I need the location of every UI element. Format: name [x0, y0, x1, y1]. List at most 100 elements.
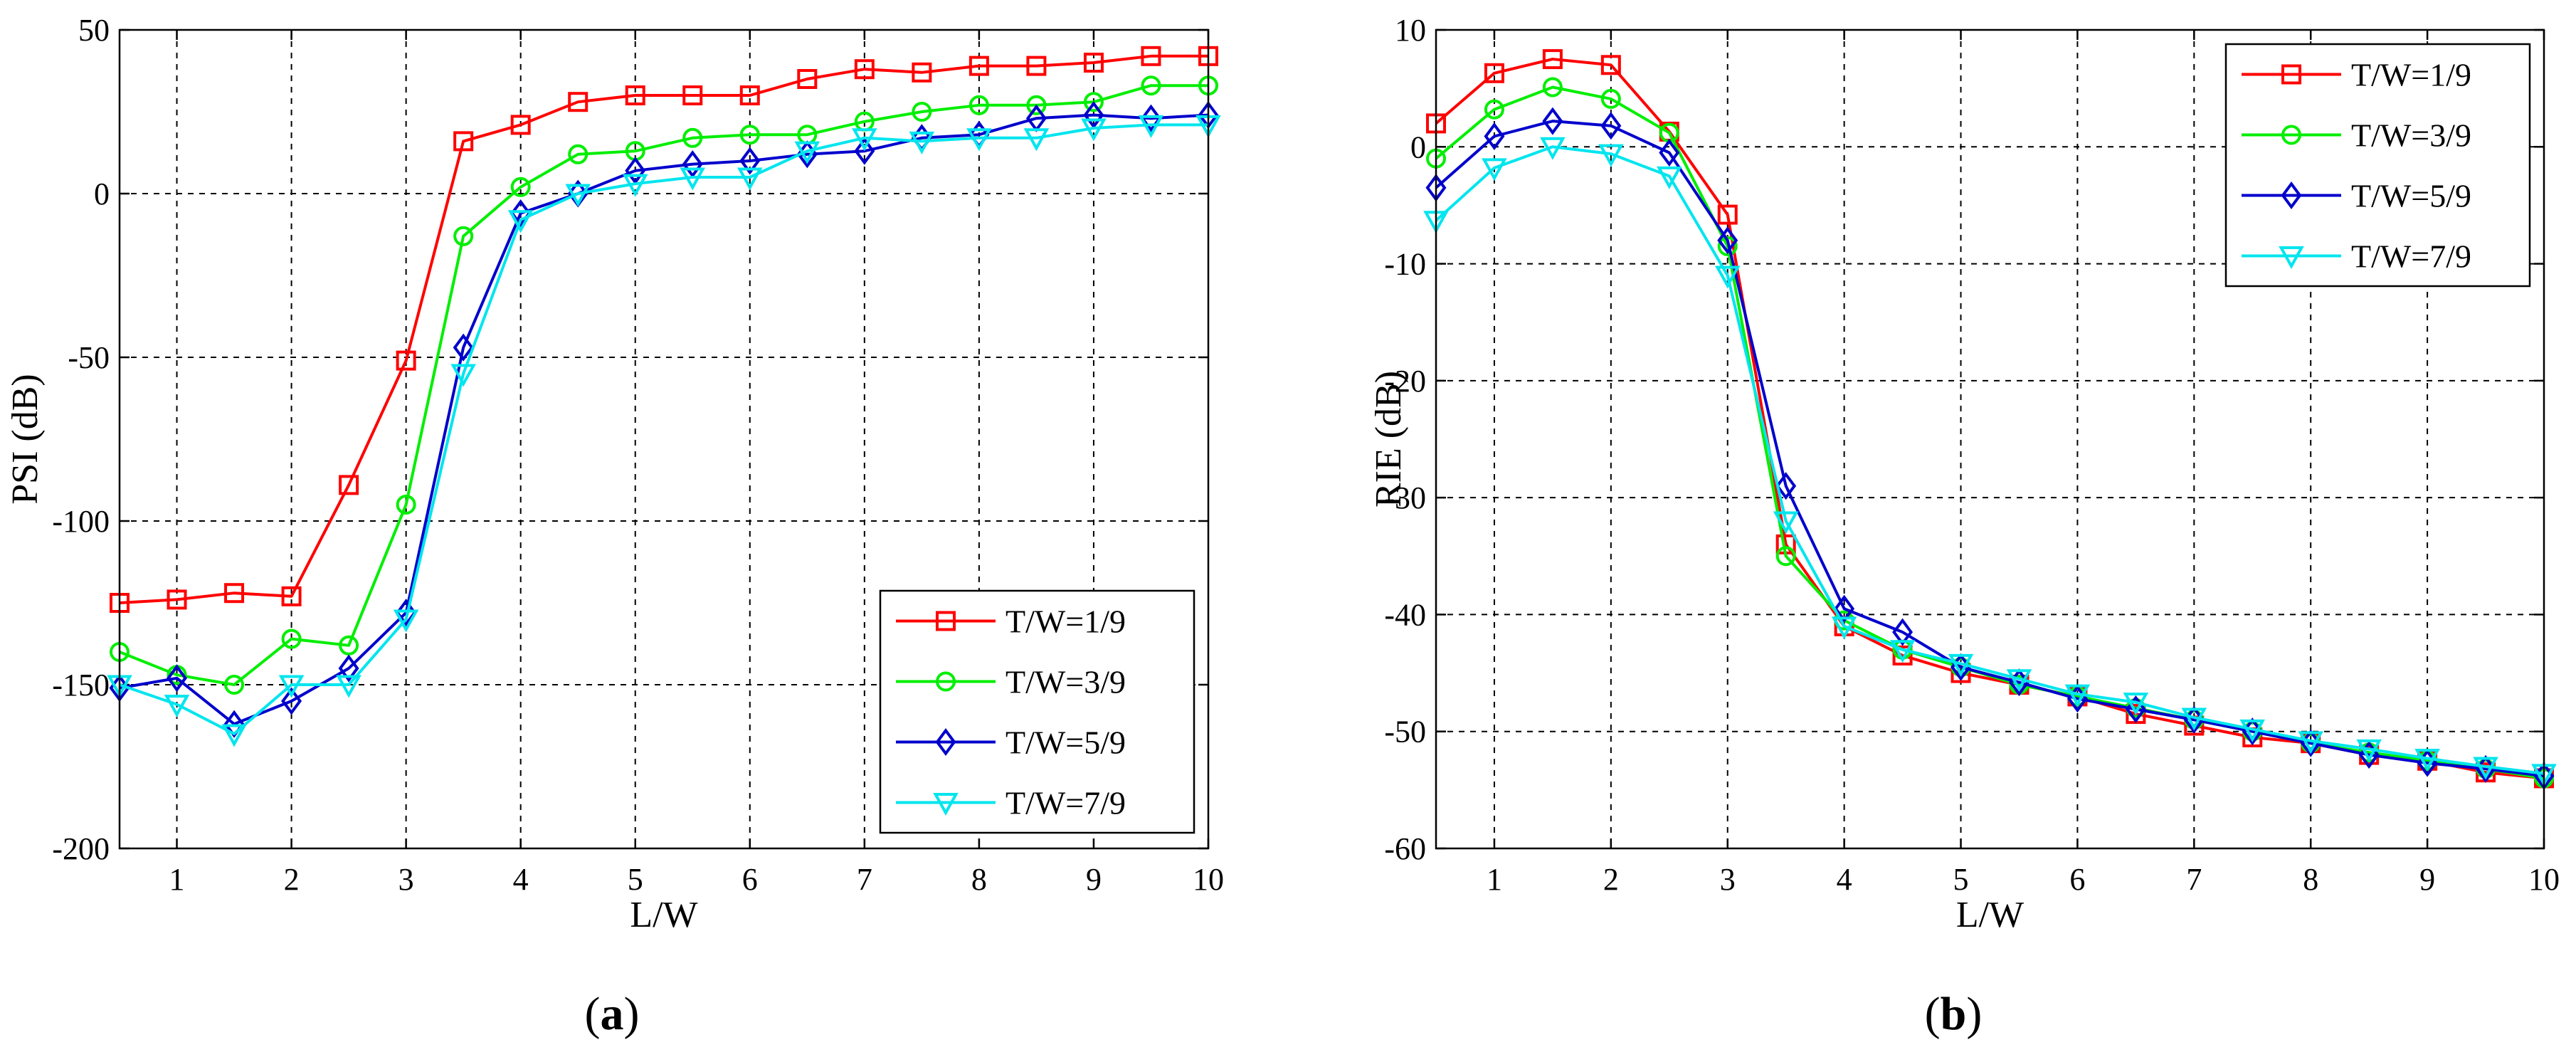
- y-tick-label: 10: [1395, 13, 1426, 48]
- x-tick-label: 8: [2303, 862, 2318, 897]
- data-point: [1081, 118, 1107, 142]
- legend: T/W=1/9 T/W=3/9 T/W=5/9 T/W=7/9: [879, 589, 1195, 834]
- data-point: [2181, 707, 2207, 731]
- data-point: [510, 177, 531, 197]
- data-point: [510, 115, 531, 135]
- panel-label-close: ): [1966, 988, 1982, 1040]
- y-axis-label: RIE (dB): [1368, 371, 1409, 507]
- series-line: [119, 113, 1209, 726]
- panel-label: (a): [585, 988, 640, 1040]
- x-tick-label: 2: [284, 862, 300, 897]
- series-4: [1423, 137, 2557, 787]
- y-tick-label: -10: [1384, 247, 1426, 282]
- data-point: [1948, 653, 1974, 677]
- data-point: [1083, 92, 1104, 112]
- x-tick-label: 4: [1837, 862, 1852, 897]
- legend-label: T/W=3/9: [1005, 664, 1126, 700]
- data-point: [1656, 166, 1682, 189]
- data-point: [281, 628, 302, 649]
- data-point: [167, 589, 187, 610]
- legend-marker: [933, 792, 959, 816]
- data-point: [797, 69, 818, 89]
- series-line: [1435, 120, 2545, 778]
- data-point: [278, 675, 305, 698]
- y-tick-label: -150: [52, 668, 110, 703]
- data-point: [396, 599, 417, 627]
- x-tick-label: 6: [2069, 862, 2085, 897]
- data-point: [224, 675, 245, 695]
- data-point: [453, 131, 474, 152]
- data-point: [167, 664, 188, 693]
- data-point: [565, 184, 591, 207]
- data-point: [852, 128, 877, 152]
- data-point: [1600, 112, 1622, 140]
- data-point: [1831, 616, 1857, 640]
- x-tick-label: 10: [1193, 862, 1224, 897]
- data-point: [1834, 594, 1855, 623]
- panel-label-letter: b: [1941, 988, 1967, 1040]
- data-point: [2123, 693, 2149, 716]
- legend: T/W=1/9 T/W=3/9 T/W=5/9 T/W=7/9: [2224, 43, 2531, 288]
- data-point: [223, 710, 245, 738]
- data-point: [1717, 226, 1738, 255]
- data-point: [909, 131, 935, 154]
- data-point: [396, 350, 416, 371]
- x-tick-label: 1: [1487, 862, 1502, 897]
- panel-label: (b): [1925, 988, 1983, 1040]
- data-point: [221, 724, 247, 747]
- x-tick-label: 2: [1603, 862, 1619, 897]
- data-point: [2298, 731, 2324, 754]
- legend-marker: [936, 611, 956, 631]
- panel-a: 1 2 3 4 5 6 7 8 9 10-200-150-100-50050T/W=1/9T/W=…: [5, 13, 1224, 1040]
- data-point: [453, 226, 474, 246]
- x-tick-label: 6: [742, 862, 758, 897]
- data-point: [1773, 511, 1799, 535]
- data-point: [739, 125, 760, 145]
- data-point: [568, 92, 588, 112]
- x-tick-label: 4: [513, 862, 529, 897]
- data-point: [1600, 55, 1621, 75]
- data-point: [682, 127, 703, 148]
- x-tick-label: 3: [1720, 862, 1736, 897]
- data-point: [1083, 53, 1104, 73]
- y-tick-label: -100: [52, 504, 110, 539]
- data-point: [224, 583, 245, 604]
- x-tick-label: 7: [857, 862, 872, 897]
- legend-marker: [936, 671, 956, 692]
- data-point: [794, 141, 820, 164]
- x-axis-label: L/W: [1956, 895, 2024, 935]
- y-tick-label: -50: [68, 340, 110, 375]
- data-point: [1140, 104, 1161, 132]
- y-tick-label: -30: [1384, 480, 1426, 515]
- legend-marker: [2281, 64, 2301, 85]
- data-point: [1083, 101, 1104, 130]
- data-point: [2356, 739, 2382, 762]
- data-point: [625, 157, 646, 185]
- x-tick-label: 5: [1953, 862, 1969, 897]
- data-point: [1714, 265, 1741, 289]
- data-point: [164, 695, 190, 718]
- data-point: [2125, 695, 2146, 724]
- data-point: [2473, 757, 2498, 780]
- data-point: [682, 150, 703, 179]
- legend-label: T/W=5/9: [2351, 178, 2471, 214]
- legend-marker: [935, 727, 956, 757]
- data-point: [739, 147, 761, 175]
- legend-label: T/W=1/9: [1005, 604, 1126, 640]
- data-point: [1484, 99, 1504, 120]
- legend-label: T/W=3/9: [2351, 117, 2471, 154]
- data-point: [281, 586, 302, 606]
- data-point: [1482, 158, 1507, 181]
- data-point: [1717, 204, 1738, 225]
- panel-label-open: (: [585, 988, 601, 1040]
- data-point: [1542, 49, 1563, 70]
- y-tick-label: -40: [1384, 597, 1426, 632]
- legend-box: [2224, 43, 2531, 288]
- x-tick-label: 8: [971, 862, 987, 897]
- data-point: [1542, 107, 1563, 135]
- legend-marker: [2279, 246, 2304, 270]
- data-point: [680, 167, 706, 191]
- data-point: [1542, 77, 1563, 98]
- y-tick-label: -200: [52, 831, 110, 866]
